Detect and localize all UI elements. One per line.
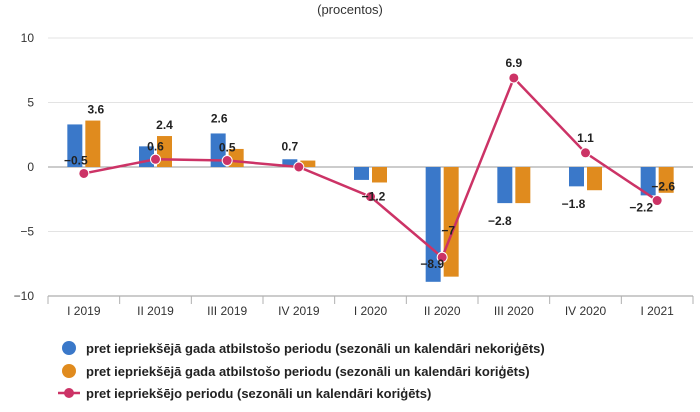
legend-marker [62,364,76,378]
bar-adjusted [443,167,459,277]
bar-data-label: −8.9 [420,257,444,271]
x-tick-label: III 2019 [207,304,247,318]
y-tick-label: 5 [27,96,34,110]
bar-unadjusted [210,133,226,167]
line-point [436,251,448,263]
line-data-label: 0.6 [147,139,164,153]
y-tick-label: 0 [27,160,34,174]
line-data-label: −2.6 [651,180,675,194]
line-point [78,167,90,179]
bar-unadjusted [640,167,656,196]
bar-data-label: −1.2 [362,189,386,203]
x-tick-label: II 2020 [424,304,461,318]
y-tick-label: −5 [20,225,34,239]
bar-adjusted [587,167,602,191]
line-point [150,153,161,165]
x-tick-label: I 2021 [640,304,674,318]
bar-adjusted [515,167,531,204]
line-point [508,72,520,84]
x-tick-label: I 2020 [354,304,388,318]
x-tick-label: II 2019 [137,304,174,318]
line-data-label: 6.9 [505,56,522,70]
bar-unadjusted [67,124,83,167]
bar-unadjusted [497,167,513,204]
legend-label: pret iepriekšējā gada atbilstošo periodu… [86,364,530,379]
legend-marker [62,341,76,355]
bar-adjusted [85,120,101,167]
x-tick-label: IV 2019 [278,304,320,318]
bar-data-label: −1.8 [562,197,586,211]
y-tick-label: −10 [14,289,35,303]
line-point [293,161,305,173]
line-point [580,147,591,159]
legend-marker [64,388,74,398]
bar-adjusted [372,167,387,183]
bar-unadjusted [354,167,369,180]
bar-unadjusted [282,159,298,167]
bar-data-label: 2.4 [156,118,173,132]
line-point [221,155,233,167]
line-data-label: −0.5 [64,153,88,167]
line-series [78,72,663,263]
bar-adjusted [300,160,316,167]
bar-data-label: 3.6 [87,103,104,117]
bar-data-label: 2.6 [211,111,228,125]
y-tick-label: 10 [21,31,35,45]
bar-adjusted [658,167,674,193]
bar-unadjusted [569,167,584,187]
line-data-label: 1.1 [577,131,594,145]
legend-label: pret iepriekšējo periodu (sezonāli un ka… [86,386,431,401]
legend-label: pret iepriekšējā gada atbilstošo periodu… [86,341,545,356]
bar-data-label: −2.8 [488,214,512,228]
line-point [651,195,663,207]
x-tick-label: III 2020 [494,304,534,318]
bar-data-label: 0.7 [281,140,298,154]
line-point [365,191,376,203]
legend: pret iepriekšējā gada atbilstošo periodu… [58,341,545,401]
line-data-label: −7 [441,223,455,237]
x-axis: I 2019 II 2019 III 2019 IV 2019 I 2020 II 202… [47,295,694,318]
data-labels: −0.5 0.6 0.5 −7 6.9 1.1 −2.6 3.6 2.4 0.7 −1.2 −1.8 2… [64,56,675,271]
x-tick-label: IV 2020 [565,304,607,318]
chart-title: (procentos) [317,2,383,17]
x-tick-label: I 2019 [67,304,101,318]
y-axis-ticks: 10 5 0 −5 −10 [14,31,35,303]
bar-data-label: −2.2 [629,200,653,214]
line-data-label: 0.5 [219,141,236,155]
